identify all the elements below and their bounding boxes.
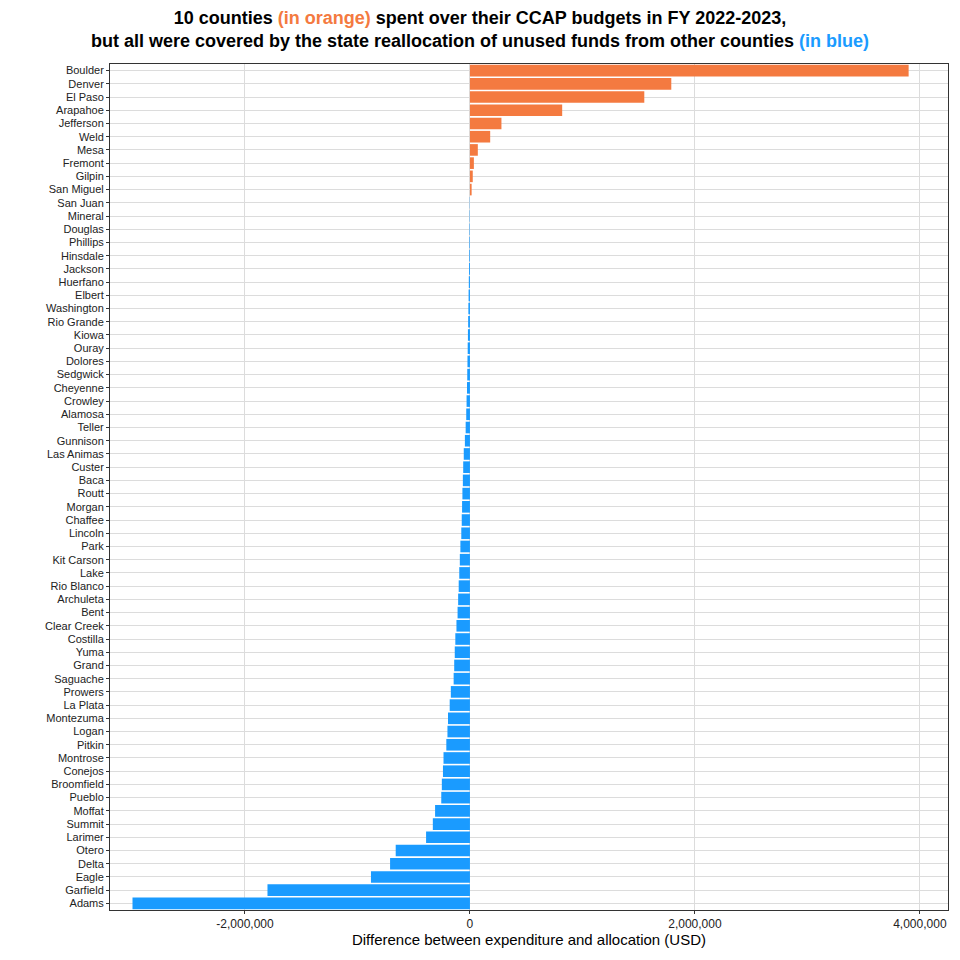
svg-text:Boulder: Boulder [66, 64, 104, 76]
svg-text:Arapahoe: Arapahoe [56, 104, 104, 116]
svg-text:Mesa: Mesa [77, 144, 105, 156]
svg-text:0: 0 [467, 917, 474, 931]
svg-text:Cheyenne: Cheyenne [54, 382, 104, 394]
svg-text:Las Animas: Las Animas [47, 448, 104, 460]
svg-text:Montezuma: Montezuma [46, 712, 104, 724]
svg-text:Denver: Denver [68, 78, 104, 90]
svg-text:Jefferson: Jefferson [59, 117, 104, 129]
svg-text:4,000,000: 4,000,000 [893, 917, 947, 931]
svg-text:Larimer: Larimer [67, 831, 105, 843]
svg-text:Morgan: Morgan [67, 501, 104, 513]
svg-text:Bent: Bent [81, 606, 104, 618]
svg-text:Dolores: Dolores [66, 355, 104, 367]
svg-text:Douglas: Douglas [63, 223, 104, 235]
svg-text:Park: Park [81, 540, 104, 552]
svg-text:Kiowa: Kiowa [74, 329, 105, 341]
svg-text:10 counties (in orange) spent: 10 counties (in orange) spent over their… [91, 8, 869, 51]
svg-text:Washington: Washington [46, 302, 104, 314]
svg-text:Broomfield: Broomfield [51, 778, 104, 790]
svg-text:-2,000,000: -2,000,000 [216, 917, 274, 931]
svg-text:Sedgwick: Sedgwick [57, 368, 105, 380]
svg-text:Hinsdale: Hinsdale [61, 250, 104, 262]
svg-text:Jackson: Jackson [63, 263, 103, 275]
svg-text:2,000,000: 2,000,000 [668, 917, 722, 931]
svg-text:Saguache: Saguache [54, 673, 104, 685]
svg-text:Archuleta: Archuleta [57, 593, 104, 605]
svg-text:Rio Grande: Rio Grande [48, 316, 104, 328]
svg-text:Otero: Otero [76, 844, 104, 856]
svg-text:Phillips: Phillips [69, 236, 104, 248]
svg-text:Baca: Baca [79, 474, 105, 486]
svg-text:Weld: Weld [79, 131, 104, 143]
svg-text:Alamosa: Alamosa [61, 408, 105, 420]
svg-text:Custer: Custer [71, 461, 104, 473]
svg-text:Lake: Lake [80, 567, 104, 579]
svg-text:Eagle: Eagle [76, 871, 104, 883]
svg-text:Pueblo: Pueblo [70, 791, 104, 803]
svg-text:Grand: Grand [73, 659, 104, 671]
svg-text:Huerfano: Huerfano [59, 276, 104, 288]
svg-text:Conejos: Conejos [63, 765, 104, 777]
svg-text:Kit Carson: Kit Carson [52, 554, 103, 566]
svg-text:Gilpin: Gilpin [76, 170, 104, 182]
svg-text:El Paso: El Paso [66, 91, 104, 103]
svg-text:Difference between expenditure: Difference between expenditure and alloc… [352, 931, 706, 948]
svg-text:Montrose: Montrose [58, 752, 104, 764]
svg-text:Mineral: Mineral [68, 210, 104, 222]
svg-text:Yuma: Yuma [76, 646, 105, 658]
svg-text:Garfield: Garfield [65, 884, 104, 896]
svg-text:Pitkin: Pitkin [77, 739, 104, 751]
svg-text:San Miguel: San Miguel [49, 183, 104, 195]
svg-text:Fremont: Fremont [63, 157, 104, 169]
svg-text:Elbert: Elbert [75, 289, 104, 301]
svg-text:Crowley: Crowley [64, 395, 104, 407]
svg-text:Moffat: Moffat [73, 805, 103, 817]
svg-text:Rio Blanco: Rio Blanco [51, 580, 104, 592]
svg-text:Routt: Routt [78, 487, 104, 499]
svg-text:Delta: Delta [78, 858, 105, 870]
svg-text:Lincoln: Lincoln [69, 527, 104, 539]
svg-text:Logan: Logan [73, 725, 104, 737]
svg-text:Prowers: Prowers [63, 686, 104, 698]
svg-text:Gunnison: Gunnison [57, 435, 104, 447]
svg-text:Ouray: Ouray [74, 342, 104, 354]
svg-text:Clear Creek: Clear Creek [45, 620, 104, 632]
svg-text:Teller: Teller [78, 421, 105, 433]
svg-text:Chaffee: Chaffee [65, 514, 103, 526]
svg-text:San Juan: San Juan [57, 197, 103, 209]
svg-text:Costilla: Costilla [68, 633, 105, 645]
svg-text:Adams: Adams [70, 897, 105, 909]
svg-text:La Plata: La Plata [63, 699, 104, 711]
svg-text:Summit: Summit [67, 818, 104, 830]
